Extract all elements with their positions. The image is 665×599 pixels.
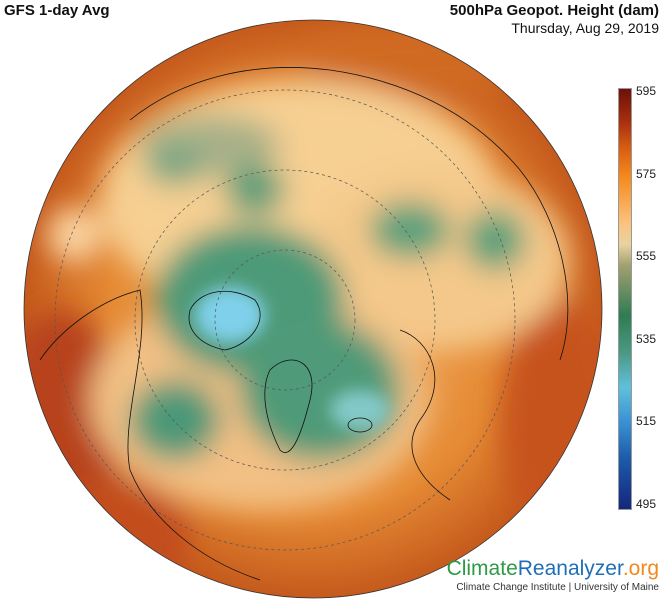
coastlines <box>39 67 569 581</box>
colorbar <box>618 88 632 510</box>
colorbar-tick: 595 <box>636 84 657 98</box>
logo-text-climate: Climate <box>446 557 518 580</box>
colorbar-tick: 535 <box>636 332 657 346</box>
colorbar-tick: 575 <box>636 167 657 181</box>
colorbar-tick: 555 <box>636 249 657 263</box>
model-title: GFS 1-day Avg <box>4 2 110 19</box>
climate-reanalyzer-logo[interactable]: ClimateReanalyzer.org <box>447 557 659 581</box>
colorbar-tick: 515 <box>636 414 657 428</box>
colorbar-tick: 495 <box>636 497 657 511</box>
variable-title: 500hPa Geopot. Height (dam) <box>449 2 659 19</box>
institution-label: Climate Change Institute | University of… <box>456 582 659 593</box>
latitude-lines <box>54 89 516 551</box>
logo-text-reanalyzer: Reanalyzer <box>517 557 623 580</box>
logo-text-org: .org <box>622 557 659 580</box>
date-label: Thursday, Aug 29, 2019 <box>511 20 659 36</box>
